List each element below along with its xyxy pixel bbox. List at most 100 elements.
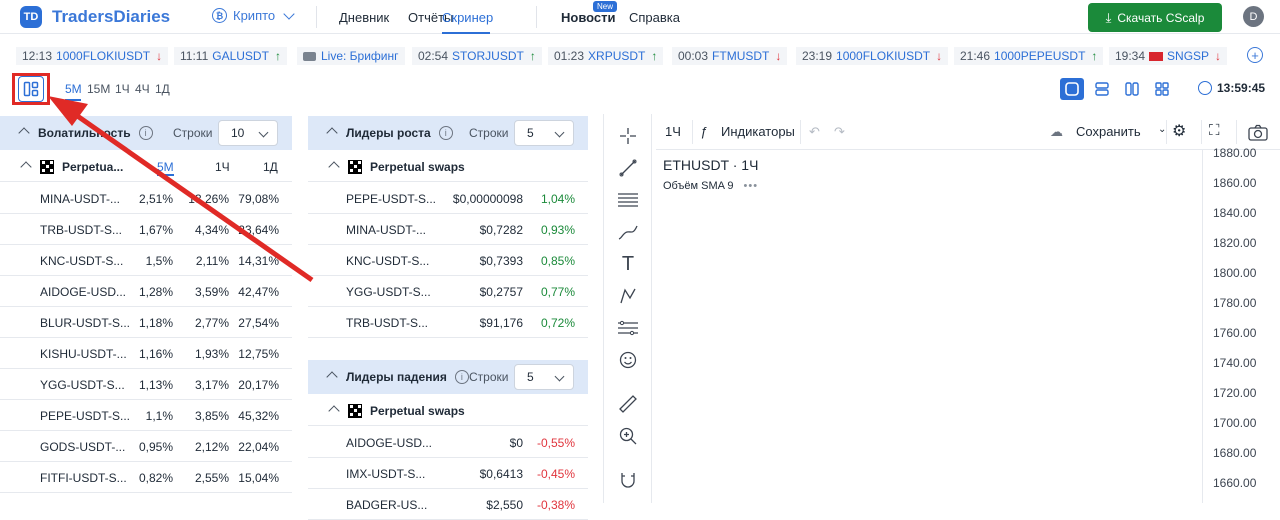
table-row[interactable]: KNC-USDT-S... $0,7393 0,85% — [308, 245, 588, 276]
measure-lines-icon[interactable] — [616, 316, 640, 340]
market-selector[interactable]: ₿ Крипто — [212, 7, 295, 23]
logo[interactable]: TD TradersDiaries — [20, 5, 170, 28]
ticker-item[interactable]: 02:54 STORJUSDT ↑ — [412, 47, 542, 65]
study-legend[interactable]: Объём SMA 9 ••• — [663, 180, 758, 192]
nav-help[interactable]: Справка — [629, 10, 680, 25]
single-view-icon — [1065, 82, 1079, 96]
symbol-cell: MINA-USDT-... — [346, 223, 426, 237]
info-icon[interactable]: i — [438, 126, 453, 140]
ticker-item-live[interactable]: Live: Брифинг — [297, 47, 405, 65]
table-row[interactable]: IMX-USDT-S... $0,6413 -0,45% — [308, 458, 588, 489]
grid-view-icon — [1155, 82, 1169, 96]
symbol-cell: PEPE-USDT-S... — [346, 192, 437, 206]
table-row[interactable]: PEPE-USDT-S... $0,00000098 1,04% — [308, 183, 588, 214]
view-rows-button[interactable] — [1090, 78, 1114, 100]
ticker-item[interactable]: 12:13 1000FLOKIUSDT ↓ — [16, 47, 169, 65]
divider — [1166, 120, 1167, 144]
ticker-item[interactable]: 01:23 XRPUSDT ↑ — [548, 47, 664, 65]
ticker-item[interactable]: 21:46 1000PEPEUSDT ↑ — [954, 47, 1104, 65]
table-row[interactable]: YGG-USDT-S... 1,13% 3,17% 20,17% — [0, 369, 292, 400]
interval-button[interactable]: 1Ч — [665, 124, 681, 139]
avatar[interactable]: D — [1243, 6, 1264, 27]
price-tick-label: 1780.00 — [1213, 296, 1257, 310]
value-1h-cell: 13,26% — [188, 192, 229, 206]
zoom-in-icon[interactable] — [616, 424, 640, 448]
nav-diary[interactable]: Дневник — [339, 10, 390, 25]
rows-select[interactable]: 5 — [514, 364, 574, 390]
table-row[interactable]: TRB-USDT-S... 1,67% 4,34% 23,64% — [0, 214, 292, 245]
download-cscalp-button[interactable]: ⤓ Скачать CScalp — [1088, 3, 1222, 32]
timeframe-15m[interactable]: 15M — [87, 82, 111, 96]
collapse-icon[interactable] — [20, 160, 32, 173]
table-row[interactable]: TRB-USDT-S... $91,176 0,72% — [308, 307, 588, 338]
table-row[interactable]: GODS-USDT-... 0,95% 2,12% 22,04% — [0, 431, 292, 462]
table-row[interactable]: AIDOGE-USD... 1,28% 3,59% 42,47% — [0, 276, 292, 307]
text-tool-icon[interactable]: T — [621, 252, 635, 275]
table-row[interactable]: MINA-USDT-... 2,51% 13,26% 79,08% — [0, 183, 292, 214]
collapse-icon[interactable] — [18, 127, 30, 139]
collapse-icon[interactable] — [328, 160, 340, 173]
ticker-item[interactable]: 11:11 GALUSDT ↑ — [174, 47, 287, 65]
chevron-down-icon[interactable]: ⌄ — [1158, 124, 1167, 135]
save-button[interactable]: Сохранить — [1076, 124, 1141, 139]
fullscreen-icon[interactable]: ⛶ — [1209, 122, 1220, 139]
price-cell: $91,176 — [479, 316, 523, 330]
magnet-icon[interactable] — [616, 468, 640, 492]
info-icon[interactable]: i — [138, 126, 153, 140]
collapse-icon[interactable] — [328, 404, 340, 417]
nav-screener[interactable]: Скринер — [442, 10, 494, 25]
drawing-toolbar: T — [604, 114, 652, 503]
table-row[interactable]: BLUR-USDT-S... 1,18% 2,77% 27,54% — [0, 307, 292, 338]
emoji-icon[interactable] — [616, 348, 640, 372]
crosshair-icon[interactable] — [616, 124, 640, 148]
table-row[interactable]: MINA-USDT-... $0,7282 0,93% — [308, 214, 588, 245]
info-icon[interactable]: i — [454, 370, 469, 384]
ticker-symbol: XRPUSDT — [588, 49, 646, 63]
view-single-button[interactable] — [1060, 78, 1084, 100]
view-grid-button[interactable] — [1150, 78, 1174, 100]
camera-icon[interactable] — [1248, 124, 1268, 144]
value-1d-cell: 15,04% — [238, 471, 279, 485]
ticker-item[interactable]: 19:34 SNGSP ↓ — [1109, 47, 1228, 65]
more-icon[interactable]: ••• — [743, 180, 759, 192]
undo-icon[interactable]: ↶ — [809, 124, 820, 139]
timeframe-5m[interactable]: 5M — [65, 82, 82, 96]
chart-top-toolbar: 1Ч ƒ Индикаторы ↶ ↷ ☁ Сохранить ⌄ ⚙ ⛶ — [656, 114, 1280, 150]
col-1h[interactable]: 1Ч — [215, 160, 230, 174]
col-1d[interactable]: 1Д — [263, 160, 278, 174]
col-5m[interactable]: 5M — [157, 160, 174, 176]
table-row[interactable]: BADGER-US... $2,550 -0,38% — [308, 489, 588, 520]
timeframe-4h[interactable]: 4Ч — [135, 82, 150, 96]
table-row[interactable]: AIDOGE-USD... $0 -0,55% — [308, 427, 588, 458]
trend-line-icon[interactable] — [616, 156, 640, 180]
price-axis[interactable]: 1880.00 1860.00 1840.00 1820.00 1800.00 1780.… — [1202, 146, 1280, 503]
table-row[interactable]: KNC-USDT-S... 1,5% 2,11% 14,31% — [0, 245, 292, 276]
timeframe-1h[interactable]: 1Ч — [115, 82, 130, 96]
rows-select[interactable]: 5 — [514, 120, 574, 146]
settings-gear-icon[interactable]: ⚙ — [1172, 123, 1187, 140]
chart-symbol-legend[interactable]: ETHUSDT · 1Ч — [663, 157, 759, 173]
nav-reports[interactable]: Отчёты — [408, 10, 454, 25]
view-columns-button[interactable] — [1120, 78, 1144, 100]
rows-select[interactable]: 10 — [218, 120, 278, 146]
ticker-item[interactable]: 23:19 1000FLOKIUSDT ↓ — [796, 47, 949, 65]
ruler-icon[interactable] — [616, 392, 640, 416]
indicators-button[interactable]: Индикаторы — [721, 124, 795, 139]
redo-icon[interactable]: ↷ — [834, 124, 845, 139]
layout-toggle-button[interactable] — [18, 76, 44, 102]
table-row[interactable]: KISHU-USDT-... 1,16% 1,93% 12,75% — [0, 338, 292, 369]
fib-lines-icon[interactable] — [616, 188, 640, 212]
pattern-icon[interactable] — [616, 284, 640, 308]
ticker-item[interactable]: 00:03 FTMUSDT ↓ — [672, 47, 788, 65]
add-ticker-button[interactable]: + — [1247, 47, 1263, 63]
collapse-icon[interactable] — [326, 371, 338, 383]
timeframe-1d[interactable]: 1Д — [155, 82, 170, 96]
nav-news[interactable]: Новости — [561, 10, 616, 25]
value-1h-cell: 2,12% — [194, 440, 229, 454]
table-row[interactable]: FITFI-USDT-S... 0,82% 2,55% 15,04% — [0, 462, 292, 493]
value-1d-cell: 45,32% — [238, 409, 279, 423]
brush-icon[interactable] — [616, 220, 640, 244]
collapse-icon[interactable] — [326, 127, 338, 139]
table-row[interactable]: YGG-USDT-S... $0,2757 0,77% — [308, 276, 588, 307]
table-row[interactable]: PEPE-USDT-S... 1,1% 3,85% 45,32% — [0, 400, 292, 431]
